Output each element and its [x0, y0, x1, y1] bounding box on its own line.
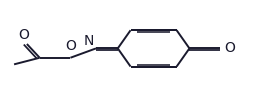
Text: O: O: [224, 41, 235, 55]
Text: O: O: [18, 28, 29, 42]
Text: O: O: [65, 39, 76, 53]
Text: N: N: [83, 34, 94, 48]
